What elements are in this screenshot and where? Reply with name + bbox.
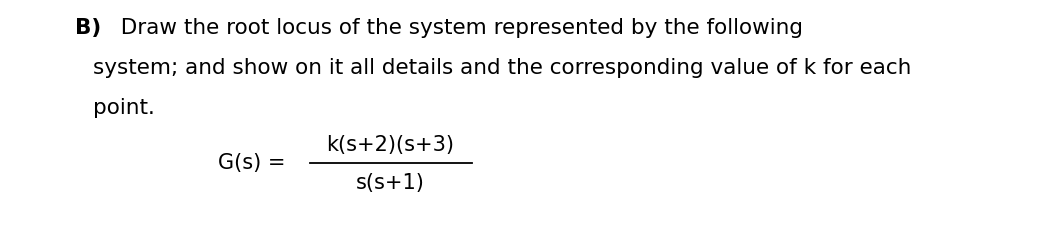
Text: point.: point. [93, 98, 155, 118]
Text: G(s) =: G(s) = [218, 153, 285, 173]
Text: s(s+1): s(s+1) [356, 173, 425, 193]
Text: k(s+2)(s+3): k(s+2)(s+3) [326, 135, 454, 155]
Text: system; and show on it all details and the corresponding value of k for each: system; and show on it all details and t… [93, 58, 911, 78]
Text: Draw the root locus of the system represented by the following: Draw the root locus of the system repres… [107, 18, 803, 38]
Text: B): B) [75, 18, 102, 38]
